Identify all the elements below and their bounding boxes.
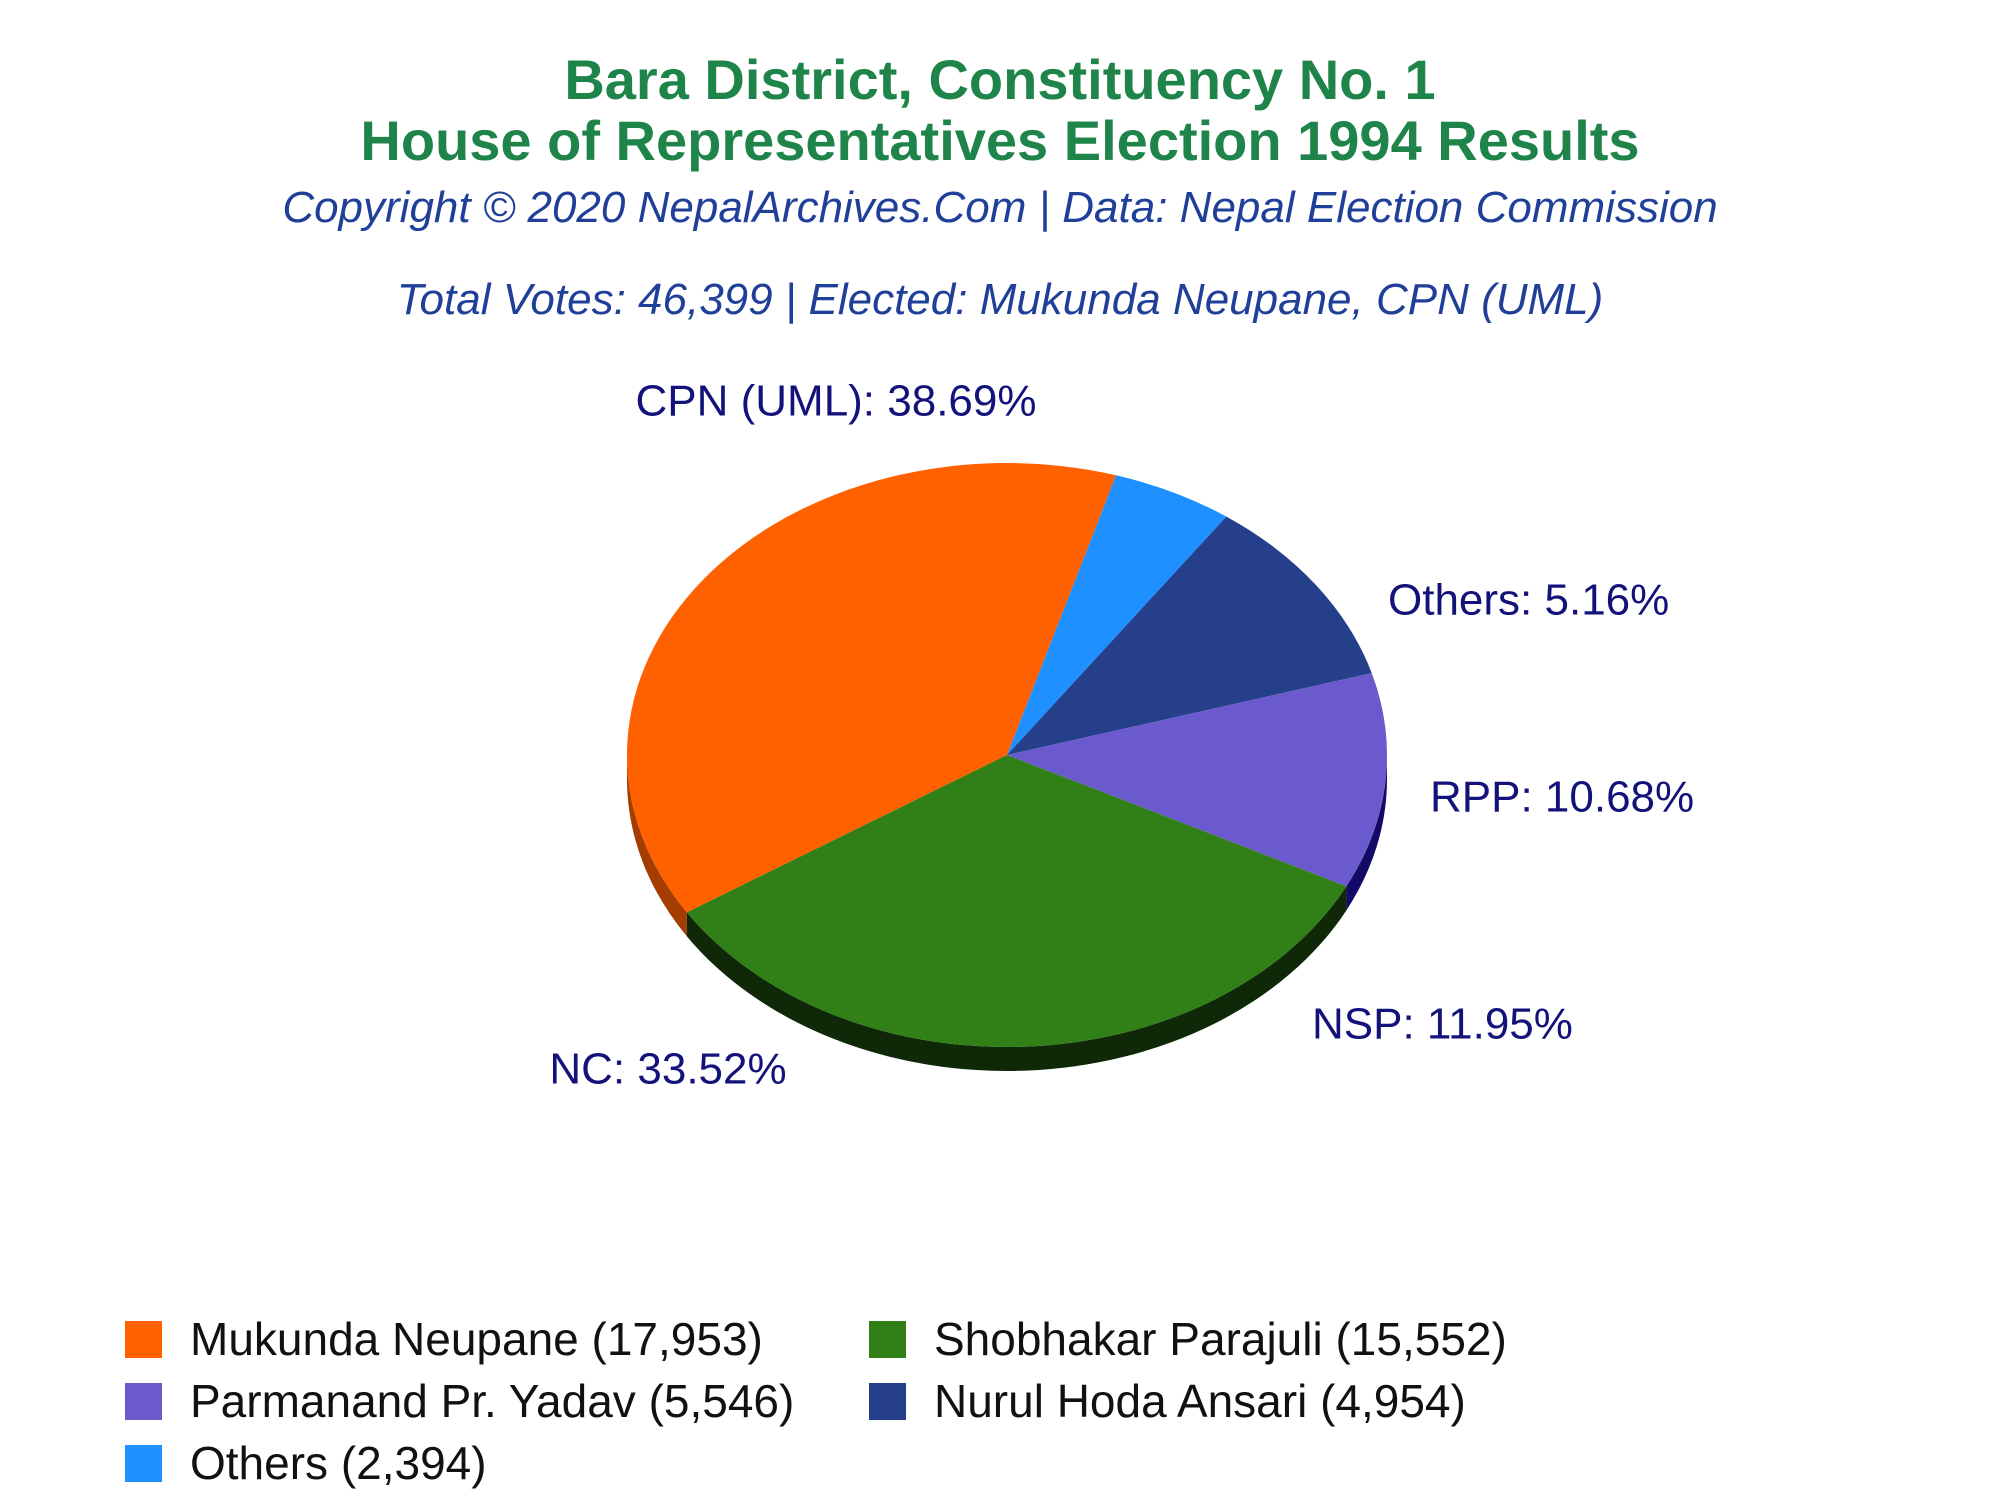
slice-label: Others: 5.16% (1388, 576, 1669, 625)
legend-item: Others (2,394) (125, 1436, 487, 1490)
pie-side-wall (686, 886, 1347, 1072)
legend-item: Shobhakar Parajuli (15,552) (869, 1312, 1507, 1366)
pie-slice-cpn-uml (627, 463, 1117, 913)
copyright-text: Copyright © 2020 NepalArchives.Com | Dat… (282, 183, 1718, 232)
legend-swatch (125, 1444, 162, 1482)
legend-label: Mukunda Neupane (17,953) (190, 1313, 763, 1365)
chart-title-line2: House of Representatives Election 1994 R… (360, 109, 1640, 172)
pie-side-wall (627, 755, 687, 937)
legend-swatch (869, 1382, 906, 1420)
pie-slice-nc (686, 755, 1347, 1048)
slice-label: NSP: 11.95% (1312, 1000, 1573, 1049)
slice-label: RPP: 10.68% (1430, 773, 1694, 822)
legend-item: Parmanand Pr. Yadav (5,546) (125, 1374, 794, 1428)
pie-chart: CPN (UML): 38.69% Others: 5.16% RPP: 10.68… (549, 377, 1694, 1094)
legend-label: Nurul Hoda Ansari (4,954) (934, 1375, 1466, 1427)
pie-slice-nsp (1007, 673, 1387, 887)
pie-side-wall (1346, 755, 1387, 911)
legend-swatch (869, 1320, 906, 1358)
summary-text: Total Votes: 46,399 | Elected: Mukunda N… (396, 275, 1604, 324)
pie-slice-rpp (1007, 516, 1372, 755)
chart-title-line1: Bara District, Constituency No. 1 (564, 48, 1436, 111)
slice-label: NC: 33.52% (549, 1045, 786, 1094)
legend-label: Shobhakar Parajuli (15,552) (934, 1313, 1507, 1365)
legend-swatch (125, 1320, 162, 1358)
slice-label: CPN (UML): 38.69% (635, 377, 1036, 426)
legend-swatch (125, 1382, 162, 1420)
legend-label: Others (2,394) (190, 1437, 487, 1489)
legend-label: Parmanand Pr. Yadav (5,546) (190, 1375, 795, 1427)
legend-item: Nurul Hoda Ansari (4,954) (869, 1374, 1466, 1428)
legend-item: Mukunda Neupane (17,953) (125, 1312, 763, 1366)
pie-slice-others (1007, 475, 1227, 755)
